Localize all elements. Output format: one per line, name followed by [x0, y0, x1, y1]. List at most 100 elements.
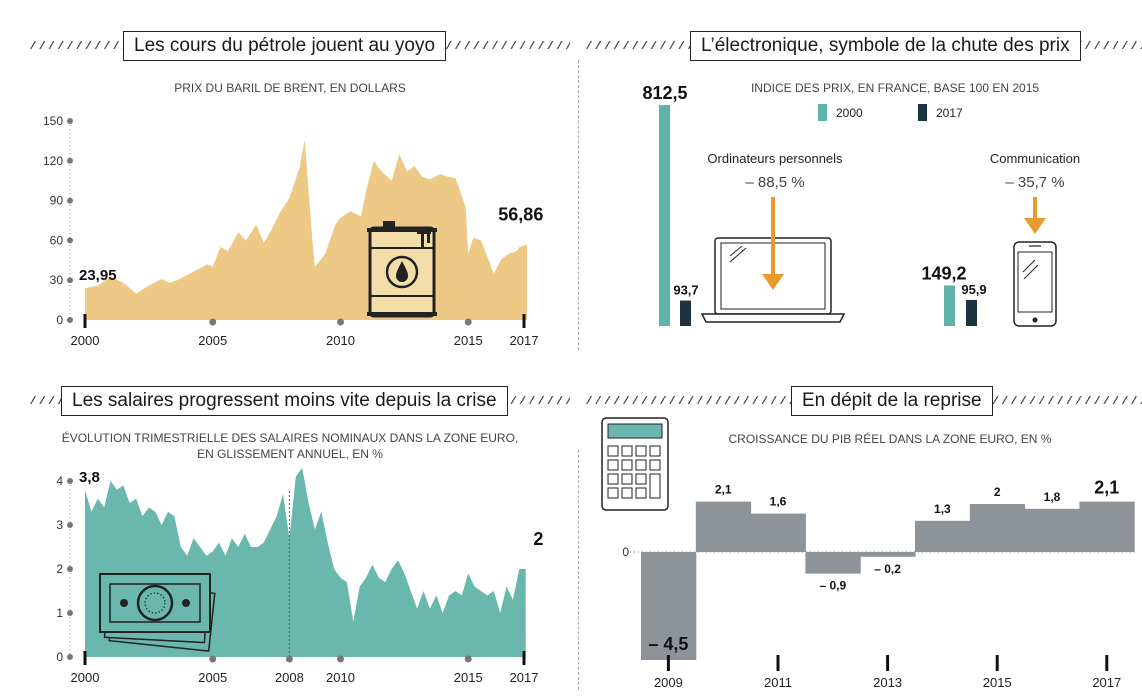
bar-value-label: 812,5 — [642, 83, 687, 103]
gdp-value-label: – 0,2 — [874, 562, 901, 576]
gdp-growth-chart: 0 – 4,5 2,1 1,6 – 0,9 – 0,2 1,3 2 1,8 2,1 2009 2011… — [601, 417, 1138, 690]
gdp-bar — [695, 501, 752, 552]
legend-label-2000: 2000 — [836, 105, 863, 120]
gdp-bar — [860, 552, 916, 557]
bar-value-label: 95,9 — [961, 282, 986, 297]
x-tick-mark — [886, 655, 890, 671]
gdp-chart-title: En dépit de la reprise — [791, 386, 993, 416]
y-tick-dot — [67, 237, 73, 244]
x-tick-mark — [522, 314, 526, 328]
legend-label-2017: 2017 — [936, 105, 963, 120]
y-tick-dot — [67, 522, 73, 528]
banknote-icon — [99, 573, 216, 652]
x-tick-label: 2015 — [454, 670, 483, 685]
gdp-value-label: – 4,5 — [648, 634, 688, 654]
x-tick-label: 2013 — [873, 675, 902, 690]
gdp-bar — [1024, 508, 1080, 552]
y-tick-dot — [67, 610, 73, 616]
gdp-value-label: – 0,9 — [819, 579, 846, 593]
gdp-bar — [969, 504, 1026, 552]
wages-subtitle-line1: ÉVOLUTION TRIMESTRIELLE DES SALAIRES NOM… — [61, 431, 519, 445]
x-tick-label: 2017 — [510, 670, 539, 685]
gdp-value-label: 1,3 — [934, 502, 951, 516]
oil-price-chart: 0 30 60 90 120 150 2000 2005 2010 2015 2017 23,95 56… — [43, 114, 543, 348]
y-tick-label: 3 — [56, 518, 63, 532]
y-tick-label: 90 — [50, 194, 64, 208]
x-tick-dot — [209, 318, 217, 326]
data-area — [85, 139, 527, 320]
vertical-separator-top — [578, 60, 579, 350]
wages-subtitle-line2: EN GLISSEMENT ANNUEL, EN % — [197, 447, 383, 461]
gdp-bar — [915, 520, 971, 552]
value-annotation: 2 — [533, 529, 543, 549]
x-tick-label: 2015 — [983, 675, 1012, 690]
x-tick-label: 2000 — [71, 670, 100, 685]
x-tick-dot — [464, 655, 472, 663]
oil-barrel-icon — [367, 221, 437, 318]
price-bar — [966, 299, 977, 326]
price-bar — [680, 300, 691, 326]
y-tick-label: 4 — [56, 474, 63, 488]
bar-value-label: 93,7 — [673, 283, 698, 298]
gdp-bar — [805, 552, 861, 574]
y-tick-label: 30 — [50, 273, 64, 287]
y-tick-dot — [67, 277, 73, 284]
gdp-value-label: 2,1 — [715, 483, 732, 497]
wages-chart-title: Les salaires progressent moins vite depu… — [61, 386, 508, 416]
gdp-value-label: 1,6 — [770, 495, 787, 509]
wages-chart-subtitle: ÉVOLUTION TRIMESTRIELLE DES SALAIRES NOM… — [40, 430, 540, 462]
x-tick-label: 2010 — [326, 670, 355, 685]
x-tick-mark — [776, 655, 780, 671]
x-tick-label: 2008 — [275, 670, 304, 685]
y-tick-dot — [67, 317, 73, 323]
x-tick-dot — [464, 318, 472, 326]
value-annotation: 56,86 — [498, 205, 543, 225]
x-tick-dot — [336, 318, 344, 326]
electronics-chart-subtitle: INDICE DES PRIX, EN FRANCE, BASE 100 EN … — [750, 81, 1040, 95]
y-tick-label: 0 — [56, 650, 63, 664]
x-tick-mark — [995, 655, 999, 671]
x-tick-dot — [209, 655, 217, 663]
y-tick-dot — [67, 654, 73, 660]
x-tick-label: 2009 — [654, 675, 683, 690]
x-tick-label: 2017 — [1092, 675, 1121, 690]
y-tick-label: 1 — [56, 606, 63, 620]
zero-label: 0 — [622, 545, 629, 559]
x-tick-mark — [666, 655, 670, 671]
legend-swatch-2017 — [918, 104, 927, 121]
legend-item-2000: 2000 — [818, 104, 863, 121]
x-tick-dot — [336, 655, 344, 663]
gdp-value-label: 2 — [994, 485, 1001, 499]
gdp-value-label: 1,8 — [1044, 490, 1061, 504]
electronics-chart-title: L’électronique, symbole de la chute des … — [690, 31, 1081, 61]
price-bar — [659, 105, 670, 326]
y-tick-label: 0 — [56, 313, 63, 327]
gdp-value-label: 2,1 — [1094, 478, 1119, 498]
y-tick-dot — [67, 566, 73, 572]
y-tick-dot — [67, 118, 73, 124]
x-tick-label: 2005 — [198, 670, 227, 685]
computers-label: Ordinateurs personnels — [707, 151, 843, 166]
oil-chart-title: Les cours du pétrole jouent au yoyo — [123, 31, 447, 61]
communication-label: Communication — [989, 151, 1081, 166]
x-tick-label: 2000 — [71, 333, 100, 348]
y-tick-dot — [67, 157, 73, 164]
gdp-bar — [1079, 501, 1135, 552]
x-tick-dot — [285, 655, 293, 663]
bar-value-label: 149,2 — [921, 263, 966, 283]
vertical-separator-bottom — [578, 450, 579, 690]
oil-chart-subtitle: PRIX DU BARIL DE BRENT, EN DOLLARS — [174, 81, 406, 95]
communication-arrow-head — [1024, 218, 1046, 234]
legend-swatch-2000 — [818, 104, 827, 121]
gdp-bar — [641, 552, 697, 660]
y-tick-label: 60 — [50, 233, 64, 247]
communication-change: – 35,7 % — [1005, 174, 1065, 191]
x-tick-label: 2017 — [510, 333, 539, 348]
x-tick-label: 2011 — [764, 675, 792, 690]
value-annotation: 3,8 — [79, 469, 100, 486]
x-tick-label: 2015 — [454, 333, 483, 348]
legend-item-2017: 2017 — [918, 104, 963, 121]
x-tick-mark — [522, 651, 526, 665]
electronics-price-chart: 812,5 149,2 93,7 95,9 — [642, 83, 1057, 327]
computers-arrow-head — [762, 274, 784, 290]
